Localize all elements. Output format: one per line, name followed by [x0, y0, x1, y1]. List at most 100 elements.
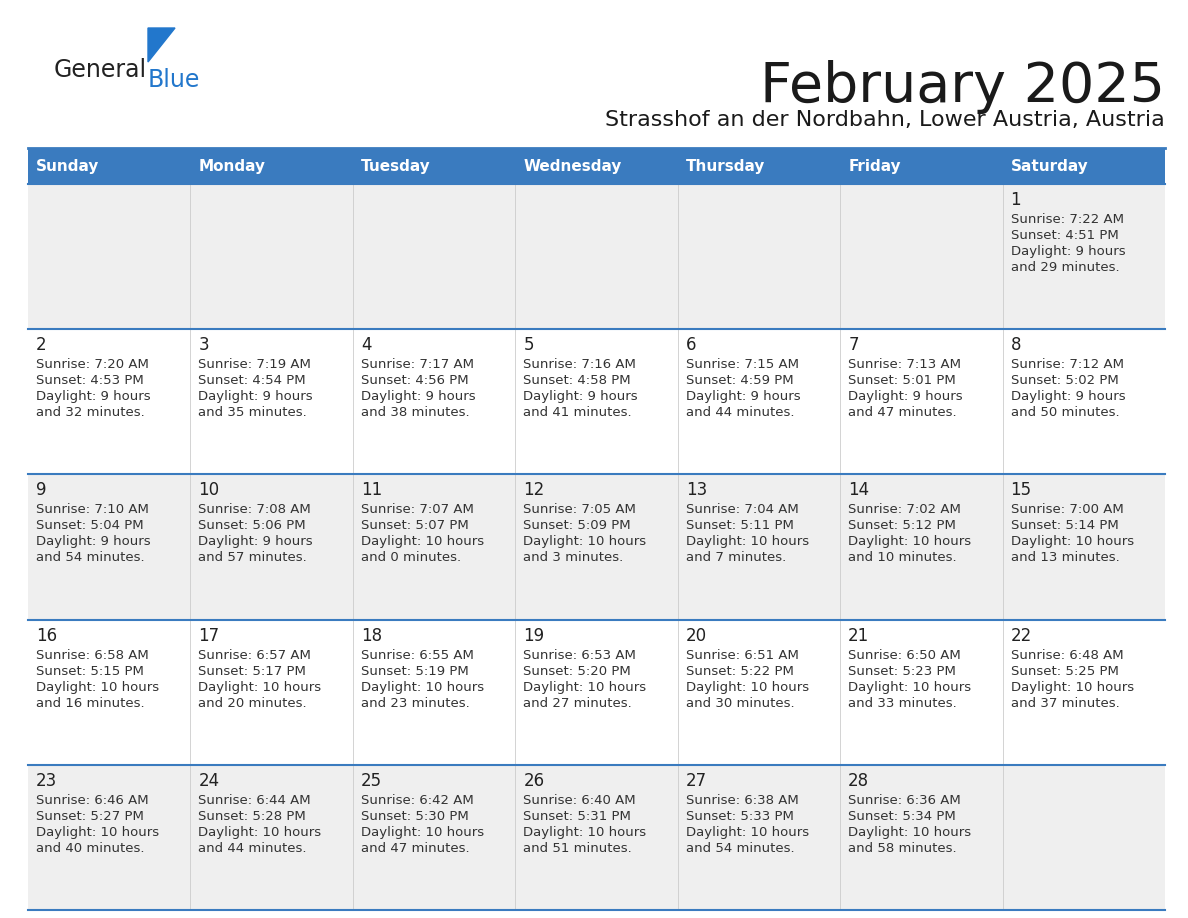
Text: Sunset: 5:25 PM: Sunset: 5:25 PM [1011, 665, 1118, 677]
Text: Sunset: 5:34 PM: Sunset: 5:34 PM [848, 810, 956, 823]
Text: and 38 minutes.: and 38 minutes. [361, 406, 469, 420]
Text: Sunrise: 6:58 AM: Sunrise: 6:58 AM [36, 649, 148, 662]
Text: Sunrise: 6:46 AM: Sunrise: 6:46 AM [36, 794, 148, 807]
Bar [677, 148, 840, 184]
Text: and 30 minutes.: and 30 minutes. [685, 697, 795, 710]
Text: 16: 16 [36, 627, 57, 644]
Text: 3: 3 [198, 336, 209, 354]
Text: 1: 1 [1011, 191, 1022, 209]
Text: Sunrise: 6:53 AM: Sunrise: 6:53 AM [523, 649, 636, 662]
Text: Daylight: 9 hours: Daylight: 9 hours [685, 390, 801, 403]
Text: Sunset: 5:11 PM: Sunset: 5:11 PM [685, 520, 794, 532]
Text: Sunrise: 7:05 AM: Sunrise: 7:05 AM [523, 503, 636, 517]
Text: Sunset: 5:14 PM: Sunset: 5:14 PM [1011, 520, 1118, 532]
Text: Sunset: 5:23 PM: Sunset: 5:23 PM [848, 665, 956, 677]
Text: Daylight: 10 hours: Daylight: 10 hours [361, 535, 484, 548]
Text: Monday: Monday [198, 159, 265, 174]
Bar [353, 148, 516, 184]
Text: Daylight: 10 hours: Daylight: 10 hours [523, 535, 646, 548]
Bar [29, 330, 1165, 475]
Text: Daylight: 10 hours: Daylight: 10 hours [198, 826, 322, 839]
Text: and 51 minutes.: and 51 minutes. [523, 842, 632, 855]
Text: Wednesday: Wednesday [523, 159, 621, 174]
Text: and 29 minutes.: and 29 minutes. [1011, 261, 1119, 274]
Text: 24: 24 [198, 772, 220, 789]
Text: Blue: Blue [148, 68, 201, 92]
Text: 21: 21 [848, 627, 870, 644]
Text: Friday: Friday [848, 159, 901, 174]
Text: Sunrise: 7:16 AM: Sunrise: 7:16 AM [523, 358, 636, 371]
Text: Daylight: 9 hours: Daylight: 9 hours [1011, 390, 1125, 403]
Text: Sunset: 5:04 PM: Sunset: 5:04 PM [36, 520, 144, 532]
Text: Sunset: 5:17 PM: Sunset: 5:17 PM [198, 665, 307, 677]
Text: and 23 minutes.: and 23 minutes. [361, 697, 469, 710]
Text: Sunset: 5:12 PM: Sunset: 5:12 PM [848, 520, 956, 532]
Text: Sunset: 4:53 PM: Sunset: 4:53 PM [36, 375, 144, 387]
Bar [516, 148, 677, 184]
Text: Daylight: 10 hours: Daylight: 10 hours [848, 535, 972, 548]
Text: Daylight: 10 hours: Daylight: 10 hours [361, 680, 484, 694]
Text: Daylight: 10 hours: Daylight: 10 hours [523, 826, 646, 839]
Text: 5: 5 [523, 336, 533, 354]
Text: and 54 minutes.: and 54 minutes. [36, 552, 145, 565]
Text: 27: 27 [685, 772, 707, 789]
Text: 20: 20 [685, 627, 707, 644]
Text: Daylight: 10 hours: Daylight: 10 hours [685, 680, 809, 694]
Text: and 40 minutes.: and 40 minutes. [36, 842, 145, 855]
Text: and 44 minutes.: and 44 minutes. [685, 406, 795, 420]
Text: Sunrise: 6:40 AM: Sunrise: 6:40 AM [523, 794, 636, 807]
Text: Sunset: 5:31 PM: Sunset: 5:31 PM [523, 810, 631, 823]
Text: Sunset: 4:59 PM: Sunset: 4:59 PM [685, 375, 794, 387]
Text: and 33 minutes.: and 33 minutes. [848, 697, 956, 710]
Text: Daylight: 10 hours: Daylight: 10 hours [523, 680, 646, 694]
Bar [29, 620, 1165, 765]
Text: and 41 minutes.: and 41 minutes. [523, 406, 632, 420]
Polygon shape [148, 28, 175, 62]
Text: and 44 minutes.: and 44 minutes. [198, 842, 307, 855]
Text: and 58 minutes.: and 58 minutes. [848, 842, 956, 855]
Text: 6: 6 [685, 336, 696, 354]
Text: Sunrise: 6:51 AM: Sunrise: 6:51 AM [685, 649, 798, 662]
Text: and 20 minutes.: and 20 minutes. [198, 697, 307, 710]
Text: and 35 minutes.: and 35 minutes. [198, 406, 308, 420]
Text: 18: 18 [361, 627, 383, 644]
Text: Daylight: 9 hours: Daylight: 9 hours [848, 390, 962, 403]
Text: Sunrise: 7:10 AM: Sunrise: 7:10 AM [36, 503, 148, 517]
Text: Sunrise: 6:38 AM: Sunrise: 6:38 AM [685, 794, 798, 807]
Text: Sunset: 4:54 PM: Sunset: 4:54 PM [198, 375, 307, 387]
Text: Daylight: 9 hours: Daylight: 9 hours [361, 390, 475, 403]
Text: and 54 minutes.: and 54 minutes. [685, 842, 795, 855]
Text: Sunrise: 6:36 AM: Sunrise: 6:36 AM [848, 794, 961, 807]
Text: Sunrise: 7:19 AM: Sunrise: 7:19 AM [198, 358, 311, 371]
Text: and 32 minutes.: and 32 minutes. [36, 406, 145, 420]
Text: Sunset: 4:51 PM: Sunset: 4:51 PM [1011, 229, 1118, 242]
Text: 19: 19 [523, 627, 544, 644]
Text: Sunrise: 6:55 AM: Sunrise: 6:55 AM [361, 649, 474, 662]
Text: Sunday: Sunday [36, 159, 100, 174]
Text: Strasshof an der Nordbahn, Lower Austria, Austria: Strasshof an der Nordbahn, Lower Austria… [605, 110, 1165, 130]
Text: Daylight: 10 hours: Daylight: 10 hours [685, 826, 809, 839]
Text: Daylight: 10 hours: Daylight: 10 hours [36, 826, 159, 839]
Text: 23: 23 [36, 772, 57, 789]
Text: Daylight: 10 hours: Daylight: 10 hours [685, 535, 809, 548]
Text: Sunset: 5:33 PM: Sunset: 5:33 PM [685, 810, 794, 823]
Text: Daylight: 9 hours: Daylight: 9 hours [523, 390, 638, 403]
Text: Daylight: 10 hours: Daylight: 10 hours [361, 826, 484, 839]
Text: 26: 26 [523, 772, 544, 789]
Text: Sunset: 5:02 PM: Sunset: 5:02 PM [1011, 375, 1118, 387]
Text: 9: 9 [36, 481, 46, 499]
Text: Sunset: 5:20 PM: Sunset: 5:20 PM [523, 665, 631, 677]
Text: and 37 minutes.: and 37 minutes. [1011, 697, 1119, 710]
Text: 11: 11 [361, 481, 383, 499]
Text: Sunrise: 7:20 AM: Sunrise: 7:20 AM [36, 358, 148, 371]
Text: Sunrise: 6:57 AM: Sunrise: 6:57 AM [198, 649, 311, 662]
Text: Sunrise: 7:04 AM: Sunrise: 7:04 AM [685, 503, 798, 517]
Bar [29, 184, 1165, 330]
Text: Saturday: Saturday [1011, 159, 1088, 174]
Text: 13: 13 [685, 481, 707, 499]
Text: Sunrise: 7:00 AM: Sunrise: 7:00 AM [1011, 503, 1124, 517]
Text: Daylight: 10 hours: Daylight: 10 hours [198, 680, 322, 694]
Text: Sunrise: 7:02 AM: Sunrise: 7:02 AM [848, 503, 961, 517]
Text: 10: 10 [198, 481, 220, 499]
Text: Sunset: 5:19 PM: Sunset: 5:19 PM [361, 665, 468, 677]
